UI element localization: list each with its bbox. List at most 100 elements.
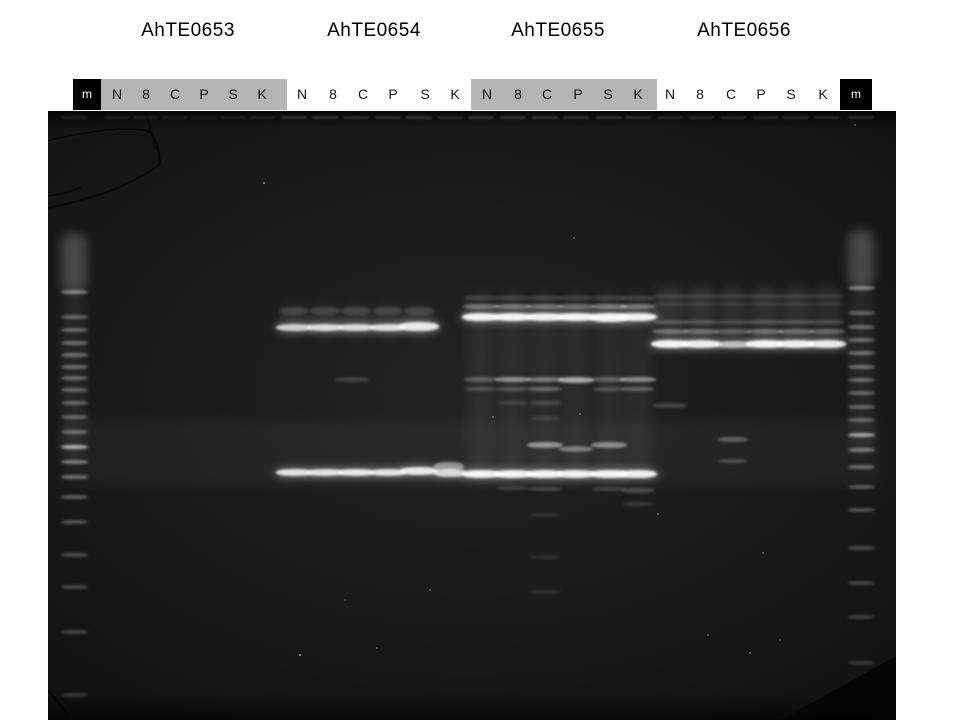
gel-band [494,470,532,478]
gel-well-mark [625,115,651,119]
marker-ladder-band [847,351,875,355]
gel-band [620,303,656,309]
gel-smear [813,286,841,342]
gel-band [310,307,340,315]
gel-well-mark [563,115,589,119]
gel-band [589,312,629,322]
gel-band [622,387,654,391]
gel-smear [624,292,652,470]
group-title-4: AhTE0656 [697,20,791,41]
gel-band [338,468,374,476]
lane-group-highlight-1 [101,79,287,110]
lane-label-AhTE0656-C: C [725,86,737,102]
marker-ladder-band [60,445,88,449]
marker-ladder-band [847,485,875,489]
gel-speck [299,654,301,656]
gel-well-mark [720,115,746,119]
gel-band [557,470,595,478]
gel-band [526,470,564,478]
gel-band [716,294,750,298]
gel-well-mark [596,115,622,119]
marker-label-left: m [73,79,101,110]
gel-band [373,307,403,315]
gel-band [465,387,497,391]
gel-band [651,340,689,348]
gel-smear [849,288,873,455]
marker-ladder-band [60,415,88,419]
gel-speck [707,634,709,636]
gel-speck [344,599,346,601]
gel-band [719,459,747,463]
gel-band [462,313,500,321]
gel-band [528,387,562,391]
gel-well-mark [848,115,874,119]
gel-band [591,303,627,309]
gel-band [464,296,498,300]
gel-well-mark [438,115,464,119]
lane-label-AhTE0653-S: S [228,86,238,102]
gel-band [526,313,564,321]
marker-ladder-band [847,391,875,395]
gel-speck [657,513,659,515]
gel-band [404,307,434,315]
gel-band [434,469,466,477]
gel-band [778,328,814,334]
gel-band [590,470,628,478]
gel-band [434,461,464,471]
gel-well-mark [312,115,338,119]
marker-ladder-band [60,430,88,434]
gel-band [557,313,595,321]
gel-band [652,328,688,334]
marker-ladder-band [60,475,88,479]
marker-ladder-band [60,353,88,357]
marker-ladder-band [847,508,875,512]
gel-band [496,296,530,300]
gel-band [747,328,783,334]
lane-label-AhTE0656-P: P [756,86,766,102]
group-title-1: AhTE0653 [141,20,235,41]
gel-well-mark [814,115,840,119]
marker-ladder-band [847,661,875,665]
gel-speck [762,552,764,554]
gel-band [592,487,626,491]
gel-band [653,402,687,408]
marker-ladder-band [847,433,875,437]
gel-well-mark [191,115,217,119]
gel-band [494,313,532,321]
gel-speck [263,182,265,184]
gel-band [529,590,561,594]
gel-band [527,442,563,448]
lane-label-AhTE0655-P: P [573,86,583,102]
marker-ladder-band [847,338,875,342]
gel-smear [499,292,527,470]
marker-ladder-band [847,311,875,315]
marker-ladder-band [60,365,88,369]
gel-band [370,468,406,476]
gel-band [338,323,374,331]
gel-band [714,340,752,348]
gel-smear [531,292,559,470]
gel-smear [751,286,779,342]
group-title-2: AhTE0654 [327,20,421,41]
gel-band [276,323,312,331]
gel-band [716,320,750,324]
marker-ladder-band [847,325,875,329]
gel-band [528,296,562,300]
lane-label-AhTE0654-K: K [450,86,460,102]
lane-label-AhTE0653-8: 8 [142,86,150,102]
marker-ladder-band [60,401,88,405]
lane-label-AhTE0653-P: P [199,86,209,102]
gel-smear [687,286,715,342]
gel-band [746,340,784,348]
lane-group-highlight-2 [471,79,657,110]
gel-band [530,555,560,559]
gel-well-mark [249,115,275,119]
gel-band [748,302,782,306]
gel-band [497,387,529,391]
marker-ladder-band [847,465,875,469]
gel-speck [779,639,781,641]
gel-speck [492,416,494,418]
gel-smear [848,230,874,288]
gel-speck [837,342,839,344]
marker-ladder-band [60,495,88,499]
